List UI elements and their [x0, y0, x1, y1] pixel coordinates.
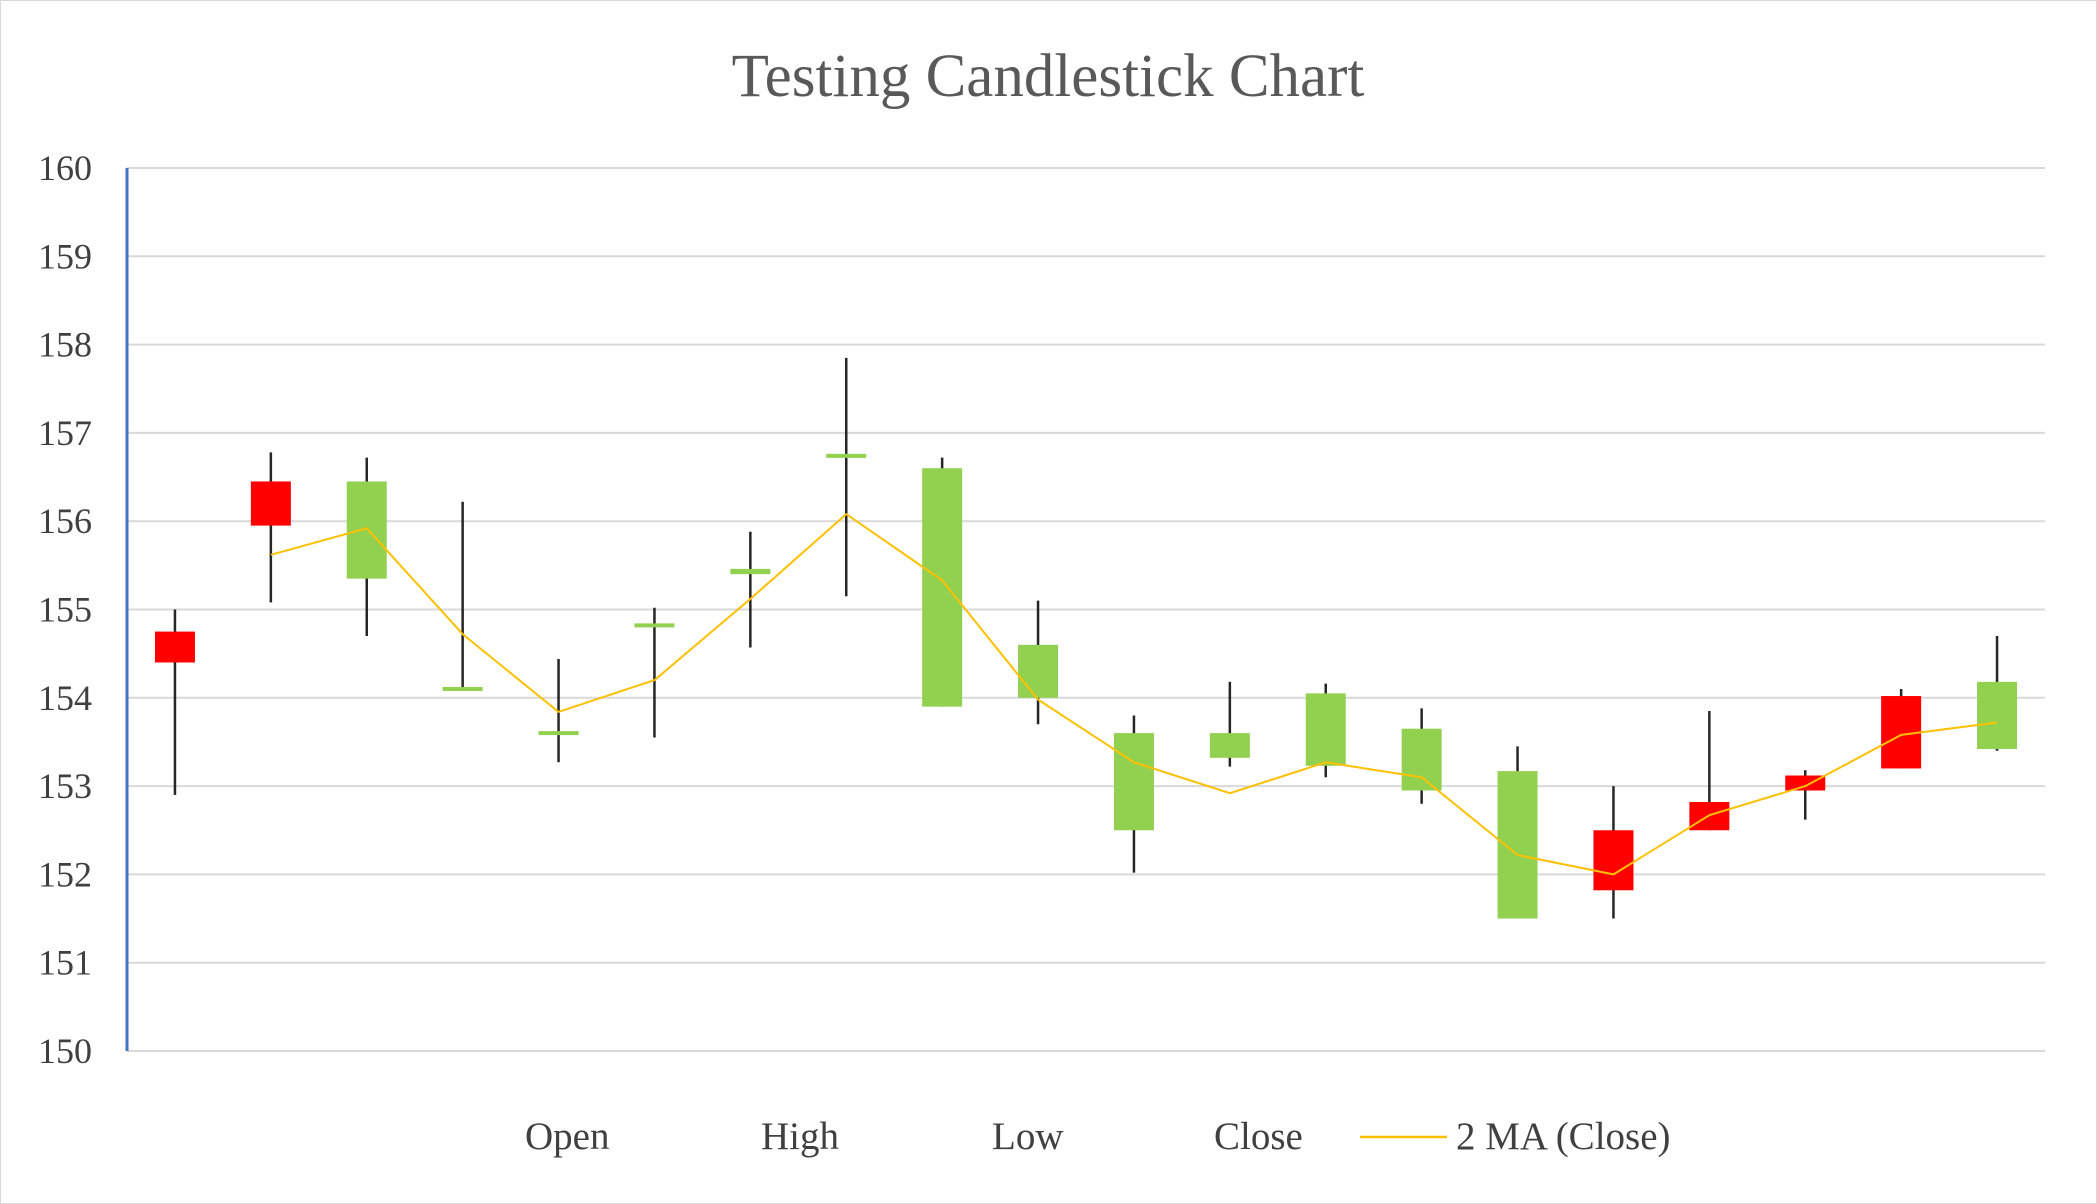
- candle-body-up: [1977, 681, 2018, 750]
- candle-body-up: [730, 568, 771, 575]
- gridlines: [127, 167, 2045, 1052]
- candle-body-up: [922, 468, 963, 707]
- legend-label: High: [761, 1115, 839, 1158]
- candle: [1209, 681, 1250, 767]
- legend-label-ma: 2 MA (Close): [1456, 1115, 1671, 1158]
- candle-body-up: [826, 453, 867, 458]
- candle-body-down: [1593, 830, 1634, 891]
- candles: [154, 357, 2018, 919]
- candle-body-up: [346, 481, 387, 579]
- candle-body-up: [634, 623, 675, 628]
- candle: [1785, 770, 1826, 820]
- y-tick-label: 153: [38, 766, 92, 806]
- y-tick-label: 155: [38, 590, 92, 630]
- y-tick-label: 157: [38, 413, 92, 453]
- candle-body-up: [1209, 733, 1250, 758]
- chart-title: Testing Candlestick Chart: [732, 43, 1365, 110]
- candle: [1689, 711, 1730, 831]
- legend-label: Open: [525, 1115, 609, 1158]
- candle: [826, 357, 867, 597]
- candle: [442, 501, 483, 691]
- candle: [250, 452, 291, 603]
- candle: [538, 658, 579, 763]
- candle-body-up: [1018, 644, 1059, 698]
- legend-label: Close: [1214, 1115, 1303, 1158]
- y-tick-label: 152: [38, 854, 92, 894]
- candle-body-up: [538, 731, 579, 736]
- candle: [1401, 708, 1442, 804]
- candle: [346, 457, 387, 636]
- y-tick-label: 159: [38, 236, 92, 276]
- y-tick-label: 158: [38, 325, 92, 365]
- candle-body-up: [1305, 693, 1346, 766]
- ma-line: [270, 512, 1998, 876]
- y-tick-label: 150: [38, 1031, 92, 1071]
- candle-body-up: [1401, 728, 1442, 791]
- candle-body-up: [1113, 733, 1154, 831]
- legend: Open High Low Close 2 MA (Close): [525, 1115, 1671, 1158]
- candle: [1593, 786, 1634, 919]
- legend-label: Low: [992, 1115, 1064, 1158]
- y-tick-label: 154: [38, 678, 92, 718]
- y-tick-label: 160: [38, 148, 92, 188]
- candle: [154, 609, 195, 795]
- candle: [634, 607, 675, 738]
- candle: [1881, 688, 1922, 769]
- candle: [922, 457, 963, 707]
- candle-body-down: [1785, 775, 1826, 791]
- candle-body-down: [154, 631, 195, 663]
- candle: [1977, 635, 2018, 751]
- candle: [1018, 600, 1059, 725]
- candle-body-down: [250, 481, 291, 526]
- candle-body-up: [442, 686, 483, 691]
- candle: [730, 531, 771, 648]
- y-tick-label: 156: [38, 501, 92, 541]
- candle: [1497, 746, 1538, 919]
- y-axis-ticks: 150 151 152 153 154 155 156 157 158 159 160: [38, 148, 92, 1071]
- y-tick-label: 151: [38, 943, 92, 983]
- candle: [1113, 715, 1154, 873]
